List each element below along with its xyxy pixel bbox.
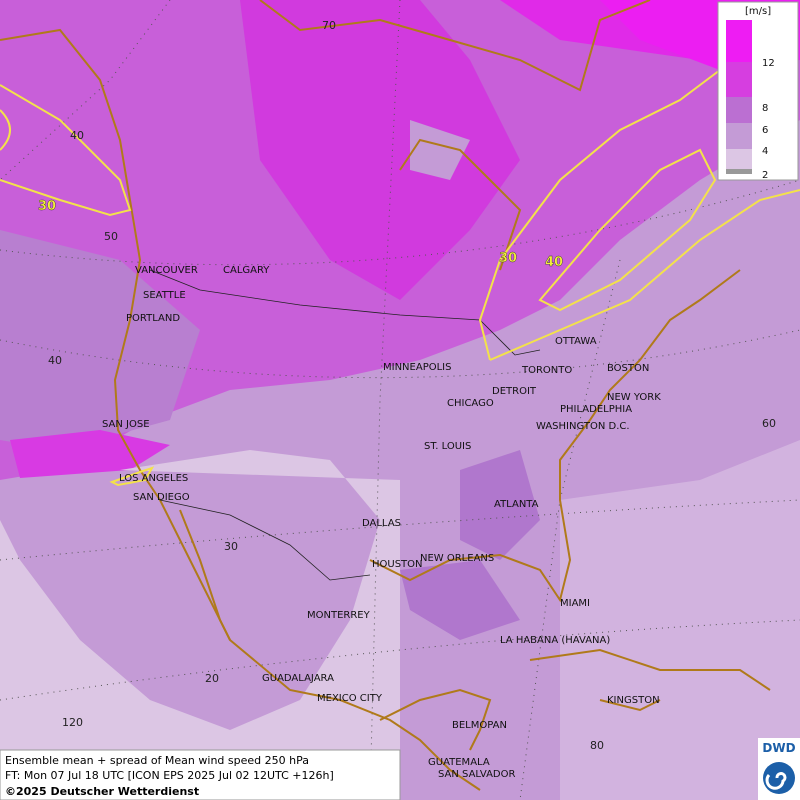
city-label: DETROIT	[492, 386, 537, 397]
graticule-labels: 70 40 50 40 30 20 120 60 80	[48, 19, 776, 752]
city-label: BOSTON	[607, 363, 649, 374]
city-label: SAN DIEGO	[133, 492, 190, 503]
city-label: HOUSTON	[372, 559, 423, 570]
city-label: VANCOUVER	[135, 265, 198, 276]
city-label: MINNEAPOLIS	[383, 362, 451, 373]
graticule-label: 50	[104, 230, 118, 243]
city-label: MONTERREY	[307, 610, 371, 621]
contour-labels: 30 30 40	[38, 199, 563, 270]
city-label: TORONTO	[521, 365, 572, 376]
contour-label: 30	[38, 199, 56, 214]
city-label: SAN SALVADOR	[438, 769, 515, 780]
coastlines	[0, 0, 771, 791]
logo-text: DWD	[762, 741, 795, 755]
graticule-label: 70	[322, 19, 336, 32]
footer-line: Ensemble mean + spread of Mean wind spee…	[5, 754, 309, 767]
city-labels: VANCOUVER CALGARY SEATTLE PORTLAND MINNEAPOL…	[102, 265, 661, 780]
city-label: WASHINGTON D.C.	[536, 421, 630, 432]
logo: DWD	[758, 738, 800, 800]
city-label: GUATEMALA	[428, 757, 490, 768]
footer-box	[0, 749, 401, 800]
city-label: PHILADELPHIA	[560, 404, 632, 415]
graticule-label: 20	[205, 672, 219, 685]
city-label: PORTLAND	[126, 313, 180, 324]
legend-swatch	[726, 149, 752, 169]
legend-swatch	[726, 62, 752, 97]
city-label: NEW ORLEANS	[420, 553, 494, 564]
footer-line: FT: Mon 07 Jul 18 UTC [ICON EPS 2025 Jul…	[5, 769, 334, 782]
city-label: MEXICO CITY	[317, 693, 383, 704]
graticule-label: 30	[224, 540, 238, 553]
city-label: MIAMI	[560, 598, 590, 609]
legend-label: 6	[762, 125, 768, 136]
city-label: CALGARY	[223, 265, 270, 276]
legend-swatch	[726, 97, 752, 123]
legend-swatch	[726, 169, 752, 174]
graticule-label: 60	[762, 417, 776, 430]
contour-label: 30	[499, 251, 517, 266]
city-label: GUADALAJARA	[262, 673, 334, 684]
city-label: BELMOPAN	[452, 720, 507, 731]
graticule-label: 40	[48, 354, 62, 367]
footer-copyright: ©2025 Deutscher Wetterdienst	[5, 785, 199, 798]
borders	[149, 269, 541, 581]
legend: [m/s] 12 8 6 4 2	[717, 1, 799, 181]
footer: Ensemble mean + spread of Mean wind spee…	[0, 749, 401, 800]
city-label: DALLAS	[362, 518, 401, 529]
city-label: LA HABANA (HAVANA)	[500, 635, 610, 646]
city-label: SEATTLE	[143, 290, 186, 301]
graticule-label: 120	[62, 716, 83, 729]
isotachs	[0, 69, 800, 487]
legend-unit: [m/s]	[745, 6, 771, 17]
legend-swatch	[726, 20, 752, 62]
contour-label: 40	[545, 255, 563, 270]
city-label: SAN JOSE	[102, 419, 150, 430]
city-label: OTTAWA	[555, 336, 597, 347]
legend-label: 8	[762, 103, 768, 114]
logo-swirl	[765, 772, 787, 790]
city-label: ATLANTA	[494, 499, 539, 510]
legend-label: 12	[762, 58, 775, 69]
city-label: KINGSTON	[607, 695, 660, 706]
graticule-label: 80	[590, 739, 604, 752]
city-label: NEW YORK	[607, 392, 661, 403]
city-label: LOS ANGELES	[119, 473, 188, 484]
city-label: CHICAGO	[447, 398, 494, 409]
legend-label: 2	[762, 170, 768, 181]
legend-label: 4	[762, 146, 768, 157]
city-label: ST. LOUIS	[424, 441, 471, 452]
legend-swatch	[726, 123, 752, 149]
graticule-label: 40	[70, 129, 84, 142]
